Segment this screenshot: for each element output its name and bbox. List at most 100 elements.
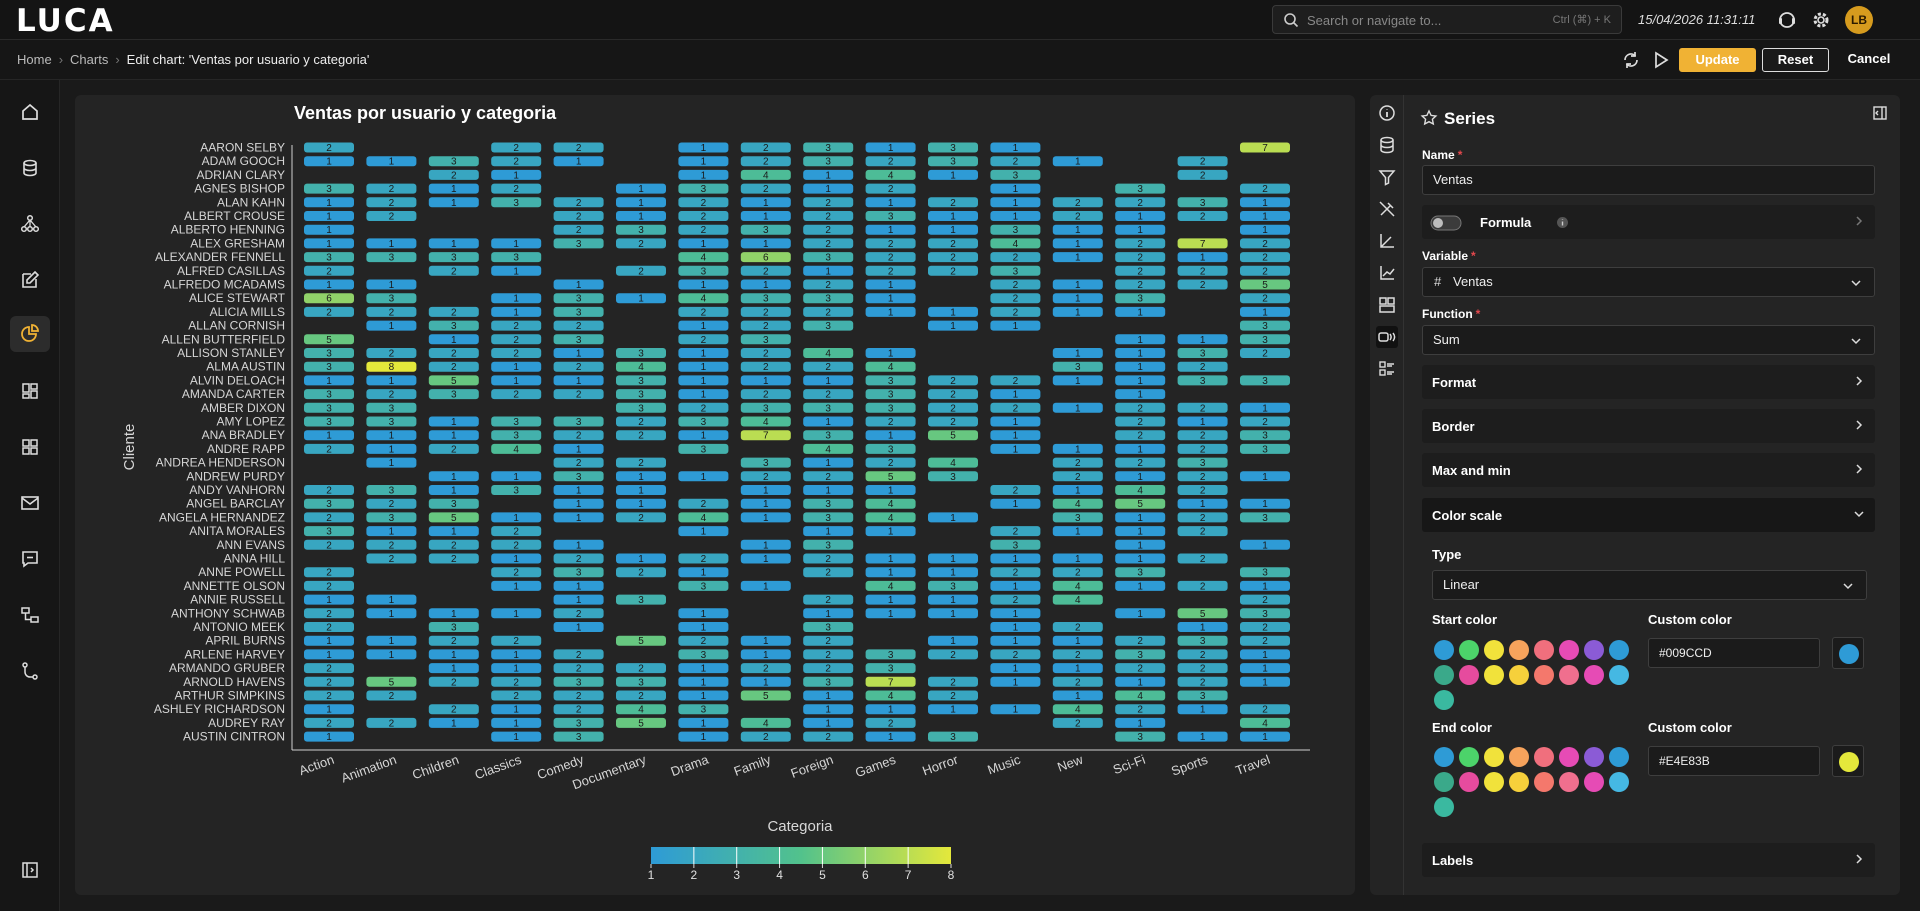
heatmap-cell[interactable] bbox=[304, 704, 354, 715]
heatmap-cell[interactable] bbox=[1240, 402, 1290, 413]
heatmap-cell[interactable] bbox=[1115, 731, 1166, 742]
heatmap-cell[interactable] bbox=[1052, 402, 1103, 413]
heatmap-cell[interactable] bbox=[304, 608, 354, 619]
heatmap-cell[interactable] bbox=[865, 252, 916, 263]
color-swatch[interactable] bbox=[1584, 747, 1604, 767]
heatmap-cell[interactable] bbox=[865, 306, 916, 317]
heatmap-cell[interactable] bbox=[928, 156, 978, 167]
heatmap-cell[interactable] bbox=[740, 416, 791, 427]
heatmap-cell[interactable] bbox=[990, 224, 1041, 235]
color-swatch[interactable] bbox=[1509, 772, 1529, 792]
heatmap-cell[interactable] bbox=[553, 430, 604, 441]
heatmap-cell[interactable] bbox=[491, 183, 542, 194]
heatmap-cell[interactable] bbox=[1052, 526, 1103, 537]
heatmap-cell[interactable] bbox=[616, 485, 666, 495]
heatmap-cell[interactable] bbox=[1240, 197, 1290, 208]
heatmap-cell[interactable] bbox=[678, 402, 729, 413]
heatmap-cell[interactable] bbox=[366, 649, 417, 660]
heatmap-cell[interactable] bbox=[1052, 485, 1103, 495]
heatmap-cell[interactable] bbox=[428, 375, 479, 386]
nav-data[interactable] bbox=[10, 150, 50, 186]
color-swatch[interactable] bbox=[1509, 747, 1529, 767]
heatmap-cell[interactable] bbox=[1115, 649, 1166, 660]
heatmap-cell[interactable] bbox=[1177, 676, 1228, 687]
heatmap-cell[interactable] bbox=[928, 142, 978, 153]
heatmap-cell[interactable] bbox=[491, 676, 542, 687]
heatmap-cell[interactable] bbox=[803, 539, 854, 550]
name-field[interactable]: Ventas bbox=[1422, 165, 1875, 195]
heatmap-cell[interactable] bbox=[553, 731, 604, 742]
heatmap-cell[interactable] bbox=[740, 306, 791, 317]
heatmap-cell[interactable] bbox=[1052, 663, 1103, 674]
heatmap-cell[interactable] bbox=[928, 265, 978, 276]
heatmap-cell[interactable] bbox=[928, 731, 978, 742]
heatmap-cell[interactable] bbox=[553, 375, 604, 386]
heatmap-cell[interactable] bbox=[491, 580, 542, 591]
heatmap-cell[interactable] bbox=[740, 156, 791, 167]
heatmap-cell[interactable] bbox=[1240, 676, 1290, 687]
heatmap-cell[interactable] bbox=[366, 717, 417, 728]
heatmap-cell[interactable] bbox=[304, 156, 354, 167]
heatmap-cell[interactable] bbox=[304, 567, 354, 578]
heatmap-cell[interactable] bbox=[1177, 663, 1228, 674]
heatmap-cell[interactable] bbox=[740, 485, 791, 495]
heatmap-cell[interactable] bbox=[428, 717, 479, 728]
color-swatch[interactable] bbox=[1609, 772, 1629, 792]
tab-data[interactable] bbox=[1376, 134, 1398, 156]
heatmap-cell[interactable] bbox=[1052, 238, 1103, 249]
heatmap-cell[interactable] bbox=[803, 211, 854, 221]
heatmap-cell[interactable] bbox=[928, 238, 978, 249]
search-box[interactable]: Ctrl (⌘) + K bbox=[1272, 5, 1622, 34]
heatmap-cell[interactable] bbox=[366, 238, 417, 249]
heatmap-cell[interactable] bbox=[428, 430, 479, 441]
heatmap-cell[interactable] bbox=[803, 306, 854, 317]
heatmap-cell[interactable] bbox=[1052, 293, 1103, 304]
heatmap-cell[interactable] bbox=[1052, 252, 1103, 263]
heatmap-cell[interactable] bbox=[1115, 580, 1166, 591]
heatmap-cell[interactable] bbox=[616, 265, 666, 276]
heatmap-cell[interactable] bbox=[1177, 622, 1228, 632]
heatmap-cell[interactable] bbox=[928, 457, 978, 468]
heatmap-cell[interactable] bbox=[304, 293, 354, 304]
heatmap-cell[interactable] bbox=[928, 553, 978, 564]
heatmap-cell[interactable] bbox=[1240, 348, 1290, 358]
heatmap-cell[interactable] bbox=[491, 293, 542, 304]
heatmap-cell[interactable] bbox=[553, 142, 604, 153]
color-swatch[interactable] bbox=[1484, 772, 1504, 792]
heatmap-cell[interactable] bbox=[366, 594, 417, 605]
heatmap-cell[interactable] bbox=[553, 457, 604, 468]
heatmap-cell[interactable] bbox=[990, 197, 1041, 208]
heatmap-cell[interactable] bbox=[1240, 663, 1290, 674]
heatmap-cell[interactable] bbox=[1115, 183, 1166, 194]
heatmap-cell[interactable] bbox=[803, 704, 854, 715]
heatmap-cell[interactable] bbox=[1115, 224, 1166, 235]
heatmap-cell[interactable] bbox=[428, 663, 479, 674]
heatmap-cell[interactable] bbox=[990, 320, 1041, 331]
heatmap-cell[interactable] bbox=[678, 197, 729, 208]
heatmap-cell[interactable] bbox=[678, 567, 729, 578]
heatmap-cell[interactable] bbox=[678, 183, 729, 194]
heatmap-cell[interactable] bbox=[678, 279, 729, 290]
heatmap-cell[interactable] bbox=[491, 320, 542, 331]
nav-pipelines[interactable] bbox=[10, 653, 50, 689]
heatmap-cell[interactable] bbox=[803, 676, 854, 687]
heatmap-cell[interactable] bbox=[990, 211, 1041, 221]
heatmap-cell[interactable] bbox=[1115, 211, 1166, 221]
heatmap-cell[interactable] bbox=[803, 717, 854, 728]
color-swatch[interactable] bbox=[1609, 747, 1629, 767]
heatmap-cell[interactable] bbox=[616, 361, 666, 372]
nav-edit[interactable] bbox=[10, 262, 50, 298]
heatmap-cell[interactable] bbox=[1177, 498, 1228, 509]
heatmap-cell[interactable] bbox=[803, 252, 854, 263]
heatmap-cell[interactable] bbox=[928, 389, 978, 400]
heatmap-cell[interactable] bbox=[366, 635, 417, 646]
heatmap-cell[interactable] bbox=[491, 512, 542, 523]
heatmap-cell[interactable] bbox=[678, 265, 729, 276]
heatmap-cell[interactable] bbox=[865, 457, 916, 468]
heatmap-cell[interactable] bbox=[491, 663, 542, 674]
section-max-min[interactable]: Max and min bbox=[1422, 453, 1875, 487]
heatmap-cell[interactable] bbox=[928, 690, 978, 701]
heatmap-cell[interactable] bbox=[491, 717, 542, 728]
heatmap-cell[interactable] bbox=[1177, 156, 1228, 167]
heatmap-cell[interactable] bbox=[616, 430, 666, 441]
